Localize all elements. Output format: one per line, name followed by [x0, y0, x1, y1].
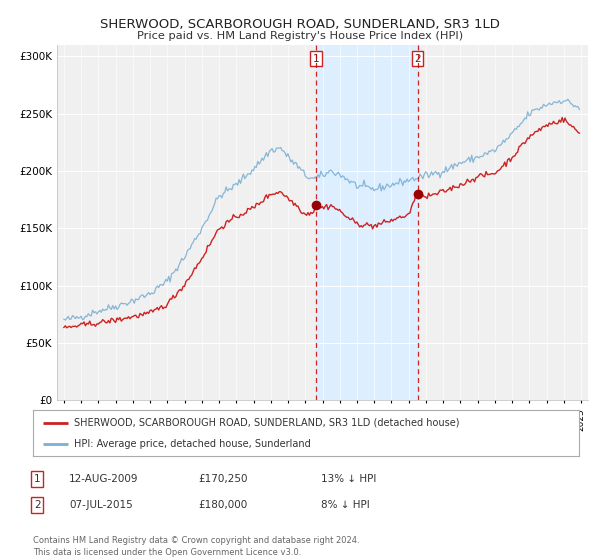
Text: 1: 1	[34, 474, 41, 484]
Text: SHERWOOD, SCARBOROUGH ROAD, SUNDERLAND, SR3 1LD: SHERWOOD, SCARBOROUGH ROAD, SUNDERLAND, …	[100, 18, 500, 31]
Text: 8% ↓ HPI: 8% ↓ HPI	[321, 500, 370, 510]
Text: 13% ↓ HPI: 13% ↓ HPI	[321, 474, 376, 484]
Text: SHERWOOD, SCARBOROUGH ROAD, SUNDERLAND, SR3 1LD (detached house): SHERWOOD, SCARBOROUGH ROAD, SUNDERLAND, …	[74, 418, 460, 428]
Text: 12-AUG-2009: 12-AUG-2009	[69, 474, 139, 484]
Text: Price paid vs. HM Land Registry's House Price Index (HPI): Price paid vs. HM Land Registry's House …	[137, 31, 463, 41]
Text: HPI: Average price, detached house, Sunderland: HPI: Average price, detached house, Sund…	[74, 439, 311, 449]
Text: £170,250: £170,250	[198, 474, 248, 484]
Text: 07-JUL-2015: 07-JUL-2015	[69, 500, 133, 510]
Text: 2: 2	[34, 500, 41, 510]
Text: Contains HM Land Registry data © Crown copyright and database right 2024.
This d: Contains HM Land Registry data © Crown c…	[33, 536, 359, 557]
Text: £180,000: £180,000	[198, 500, 247, 510]
Text: 2: 2	[414, 54, 421, 64]
Bar	[316, 45, 418, 400]
Text: 1: 1	[313, 54, 319, 64]
